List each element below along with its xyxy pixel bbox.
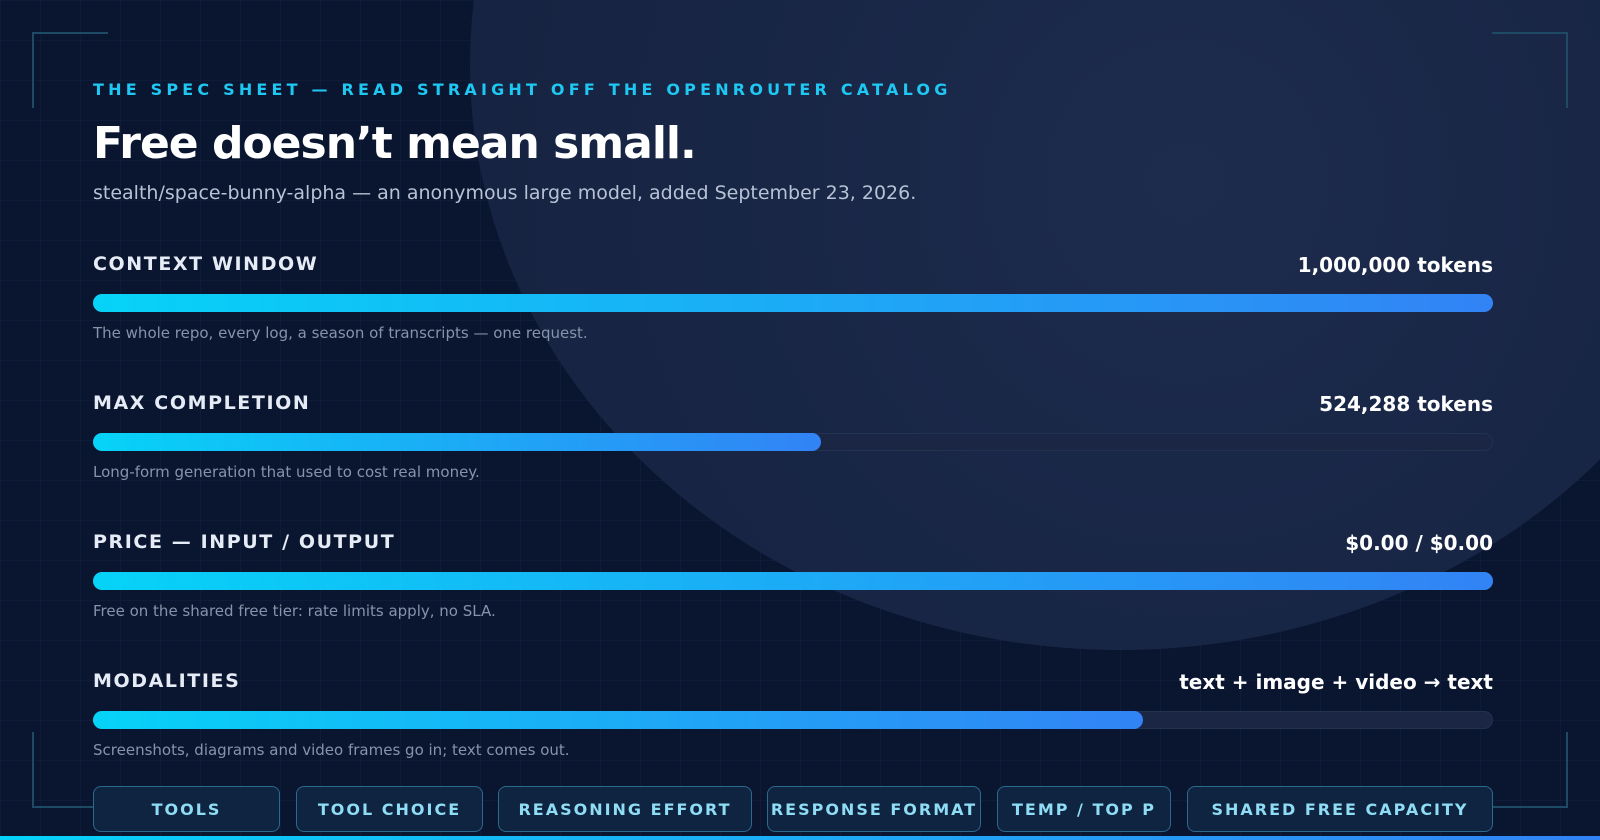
capability-tag: REASONING EFFORT <box>498 786 752 832</box>
spec-note: The whole repo, every log, a season of t… <box>93 324 588 342</box>
spec-value: 1,000,000 tokens <box>1297 253 1493 277</box>
spec-label: MODALITIES <box>93 670 241 692</box>
bar-fill <box>93 711 1143 729</box>
corner <box>32 732 108 808</box>
bar-track <box>93 294 1493 312</box>
spec-label: PRICE — INPUT / OUTPUT <box>93 531 396 553</box>
spec-value: text + image + video → text <box>1179 670 1493 694</box>
capability-tag: SHARED FREE CAPACITY <box>1187 786 1493 832</box>
bar-fill <box>93 433 821 451</box>
bar-track <box>93 572 1493 590</box>
bar-track <box>93 433 1493 451</box>
spec-note: Long-form generation that used to cost r… <box>93 463 480 481</box>
corner <box>32 32 108 108</box>
capability-tag: TOOL CHOICE <box>296 786 483 832</box>
spec-value: $0.00 / $0.00 <box>1345 531 1493 555</box>
title: Free doesn’t mean small. <box>93 118 697 169</box>
bar-track <box>93 711 1493 729</box>
capability-tag: RESPONSE FORMAT <box>767 786 981 832</box>
spec-label: CONTEXT WINDOW <box>93 253 319 275</box>
eyebrow: THE SPEC SHEET — READ STRAIGHT OFF THE O… <box>93 80 952 99</box>
capability-tag: TOOLS <box>93 786 280 832</box>
spec-label: MAX COMPLETION <box>93 392 311 414</box>
spec-note: Screenshots, diagrams and video frames g… <box>93 741 570 759</box>
spec-note: Free on the shared free tier: rate limit… <box>93 602 496 620</box>
subtitle: stealth/space-bunny-alpha — an anonymous… <box>93 182 917 204</box>
spec-value: 524,288 tokens <box>1319 392 1493 416</box>
bar-fill <box>93 572 1493 590</box>
corner <box>1492 732 1568 808</box>
accent-line <box>0 836 1600 840</box>
bar-fill <box>93 294 1493 312</box>
capability-tag: TEMP / TOP P <box>997 786 1171 832</box>
corner <box>1492 32 1568 108</box>
